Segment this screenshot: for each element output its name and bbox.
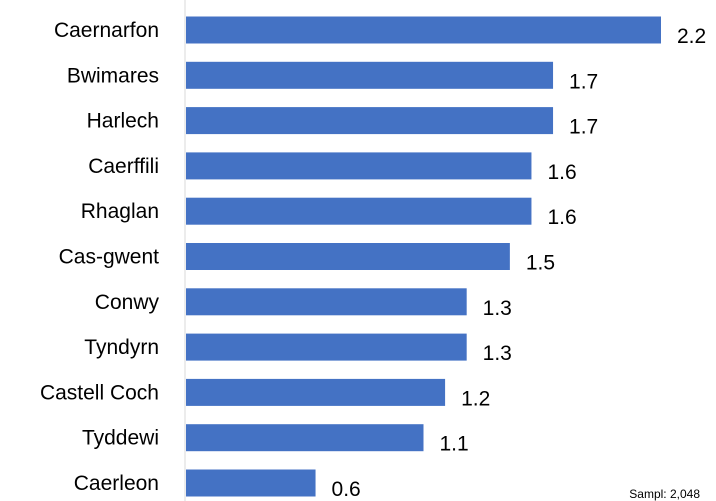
bars-group xyxy=(186,16,661,497)
value-labels: 2.2 1.7 1.7 1.6 1.6 1.5 1.3 1.3 1.2 1.1 0.6 xyxy=(332,25,707,501)
category-label-8: Castell Coch xyxy=(40,381,159,404)
bar-8 xyxy=(186,378,446,406)
category-label-6: Conwy xyxy=(95,291,160,314)
category-label-10: Caerleon xyxy=(74,472,159,495)
value-label-7: 1.3 xyxy=(483,342,512,365)
value-label-4: 1.6 xyxy=(547,206,576,229)
category-label-5: Cas-gwent xyxy=(59,246,160,269)
bar-2 xyxy=(186,107,554,135)
bar-1 xyxy=(186,61,554,89)
category-label-2: Harlech xyxy=(87,110,159,133)
value-label-5: 1.5 xyxy=(526,252,555,275)
value-label-1: 1.7 xyxy=(569,70,598,93)
bar-6 xyxy=(186,288,467,316)
bar-4 xyxy=(186,197,532,225)
category-label-0: Caernarfon xyxy=(54,19,159,42)
category-label-9: Tyddewi xyxy=(82,427,159,450)
value-label-8: 1.2 xyxy=(461,387,490,410)
category-label-3: Caerffili xyxy=(88,155,159,178)
category-label-7: Tyndyrn xyxy=(84,336,159,359)
category-labels: Caernarfon Bwimares Harlech Caerffili Rhagla… xyxy=(40,19,160,495)
value-label-2: 1.7 xyxy=(569,116,598,139)
value-label-3: 1.6 xyxy=(547,161,576,184)
value-label-0: 2.2 xyxy=(677,25,706,48)
sample-size-note: Sampl: 2,048 xyxy=(629,487,700,501)
bar-10 xyxy=(186,469,316,497)
bar-7 xyxy=(186,333,467,361)
bar-0 xyxy=(186,16,661,44)
bar-9 xyxy=(186,424,424,452)
value-label-10: 0.6 xyxy=(332,478,361,501)
category-label-1: Bwimares xyxy=(67,64,159,87)
value-label-9: 1.1 xyxy=(440,433,469,456)
bar-5 xyxy=(186,243,510,270)
bar-3 xyxy=(186,152,532,180)
category-label-4: Rhaglan xyxy=(81,200,159,223)
value-label-6: 1.3 xyxy=(483,297,512,320)
